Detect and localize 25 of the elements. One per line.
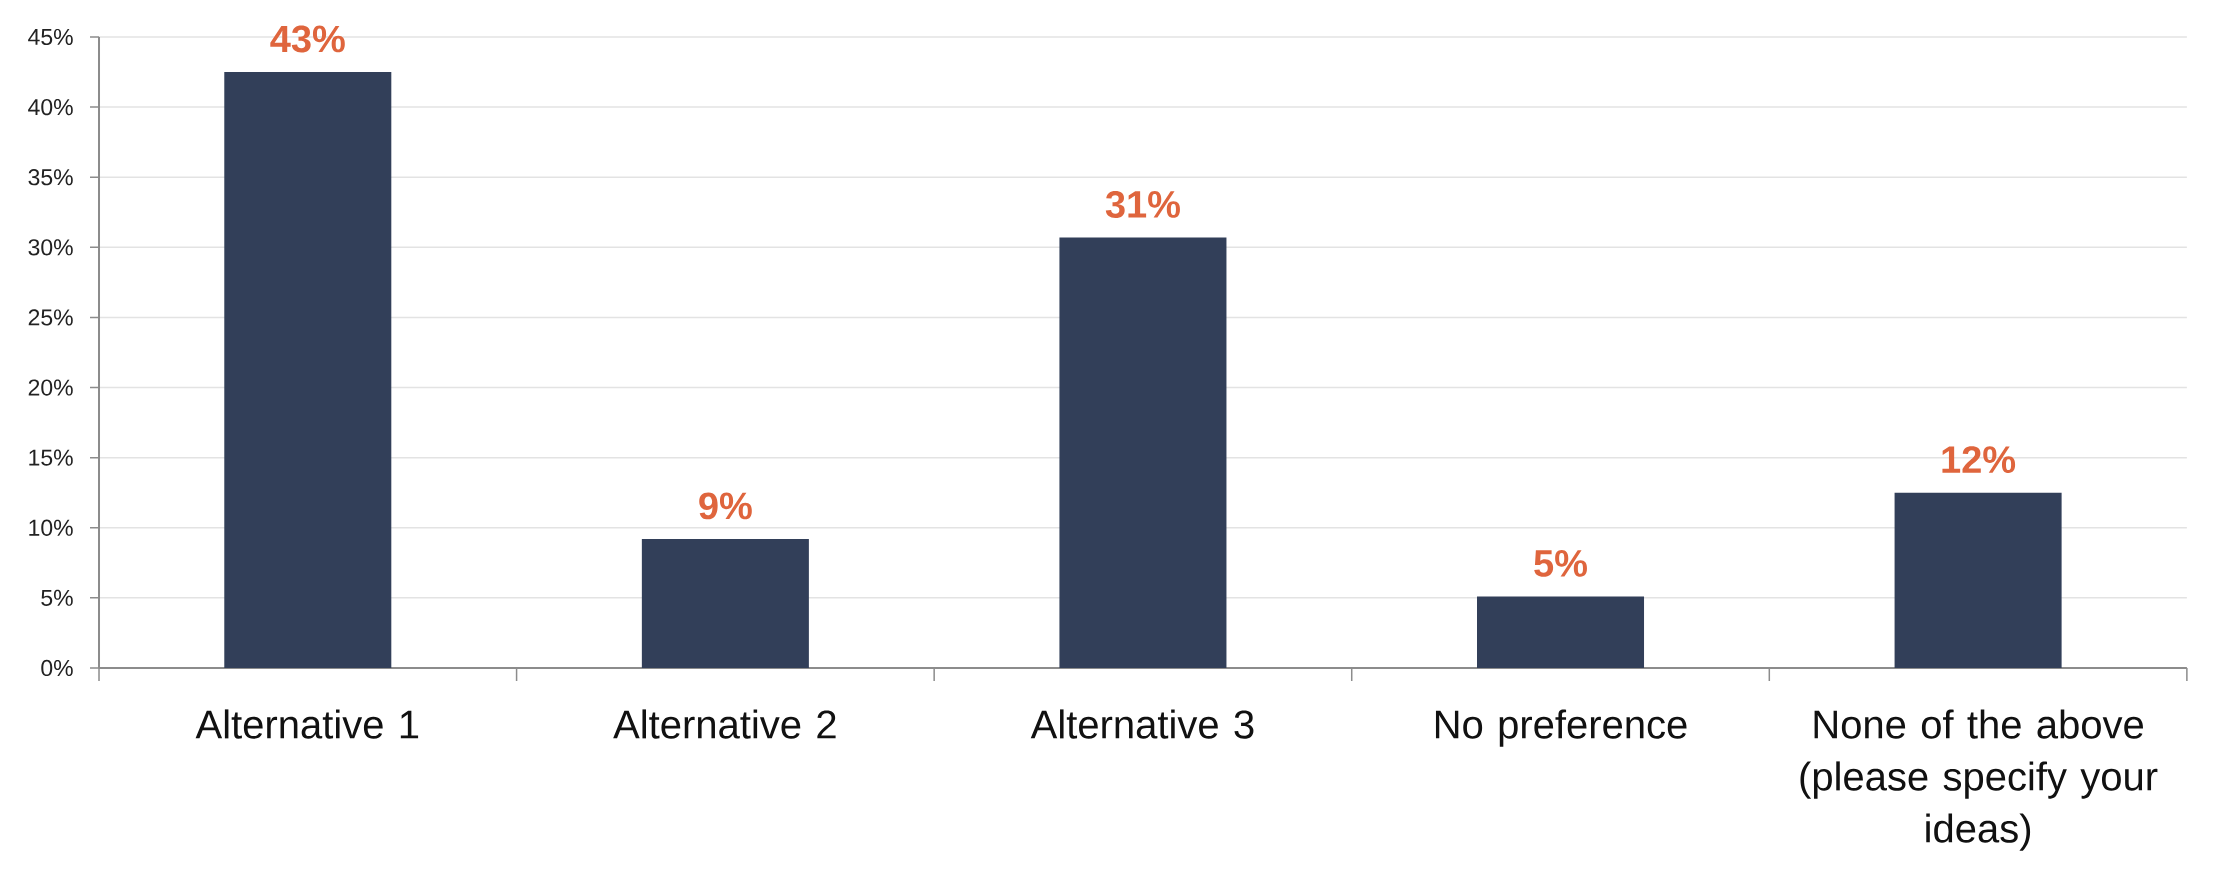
bar	[641, 538, 809, 668]
bar	[1059, 237, 1227, 668]
data-label: 5%	[1534, 550, 1587, 577]
x-tick-label: Alternative 1	[195, 709, 419, 739]
y-tick-label: 10%	[29, 519, 73, 536]
y-tick-label: 5%	[41, 589, 73, 606]
bar	[1894, 492, 2062, 668]
x-tick-label: Alternative 2	[613, 709, 836, 739]
data-label: 9%	[699, 492, 752, 520]
x-tick-label: Alternative 3	[1030, 709, 1254, 739]
y-tick-label: 0%	[41, 659, 73, 677]
data-label: 12%	[1942, 446, 2016, 473]
y-tick-label: 30%	[28, 239, 73, 256]
y-tick-label: 35%	[28, 169, 73, 186]
x-tick-label: No preference	[1435, 709, 1687, 747]
x-tick-label: None of the above (please specify your ideas)	[1800, 709, 2158, 851]
y-tick-label: 25%	[28, 309, 73, 326]
y-tick-label: 45%	[28, 28, 73, 46]
bar	[1477, 596, 1645, 668]
data-label: 31%	[1105, 190, 1180, 218]
bar	[224, 72, 392, 668]
data-label: 43%	[270, 25, 345, 53]
y-tick-label: 20%	[28, 379, 73, 396]
y-tick-label: 40%	[28, 98, 73, 116]
y-tick-label: 15%	[29, 449, 73, 466]
